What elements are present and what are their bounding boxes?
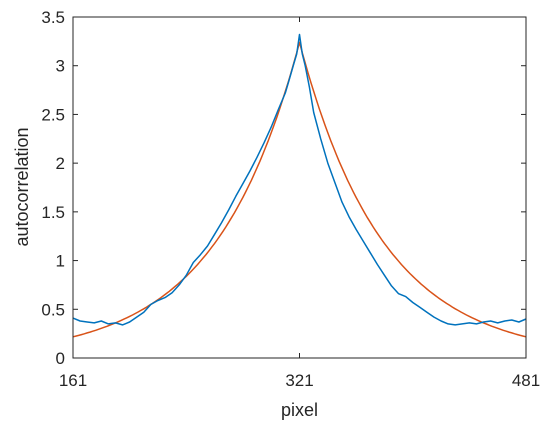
y-tick-label: 1.5 — [41, 203, 65, 222]
x-tick-label: 321 — [285, 371, 313, 390]
y-tick-label: 0.5 — [41, 300, 65, 319]
x-tick-label: 161 — [59, 371, 87, 390]
y-tick-label: 3.5 — [41, 8, 65, 27]
y-tick-label: 1 — [56, 252, 65, 271]
y-tick-label: 3 — [56, 57, 65, 76]
y-axis-label: autocorrelation — [12, 127, 32, 246]
fit-curve-line — [72, 41, 527, 338]
x-axis-label: pixel — [281, 400, 318, 420]
y-tick-label: 0 — [56, 349, 65, 368]
y-tick-label: 2.5 — [41, 105, 65, 124]
measured-autocorrelation-line — [72, 33, 527, 326]
x-tick-label: 481 — [512, 371, 540, 390]
y-tick-label: 2 — [56, 154, 65, 173]
